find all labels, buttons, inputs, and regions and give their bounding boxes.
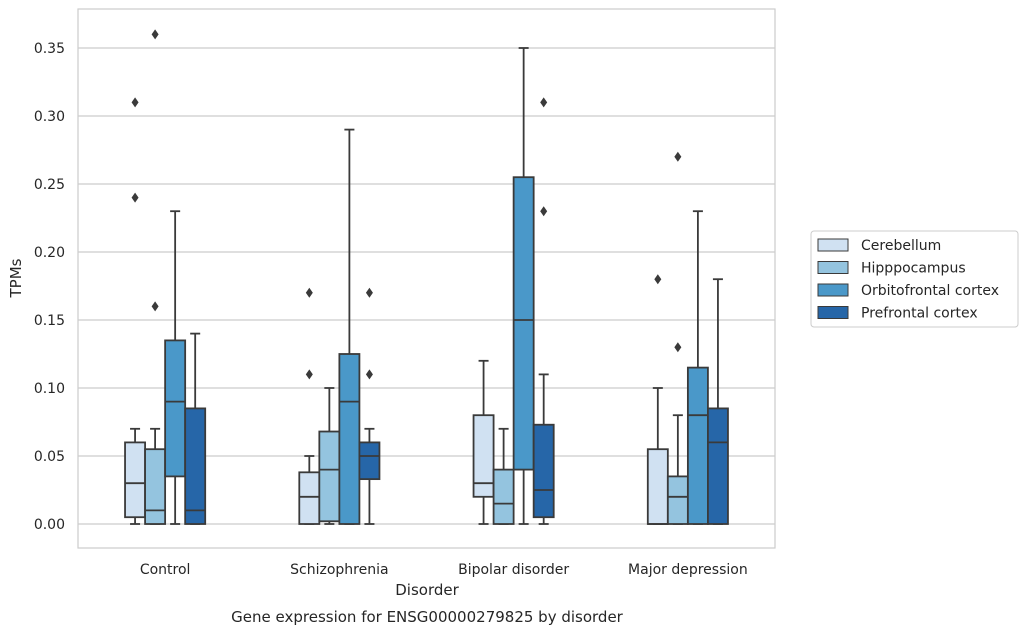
legend-items: Cerebellum Hipppocampus Orbitofrontal cort… <box>817 238 999 322</box>
x-axis-title: Disorder <box>395 581 459 599</box>
legend-frame <box>810 230 1019 328</box>
y-tick-label: 0.30 <box>34 109 65 125</box>
box-hipppocampus <box>666 151 689 525</box>
legend-swatch <box>817 261 849 274</box>
boxes <box>124 29 729 525</box>
box-iqr <box>646 448 669 525</box>
box-hipppocampus <box>318 387 341 525</box>
box-iqr <box>358 441 381 481</box>
legend-swatch <box>817 238 849 252</box>
box-iqr <box>124 441 146 519</box>
outlier-point <box>674 151 682 162</box>
outlier-point <box>654 274 662 285</box>
box-cerebellum <box>298 287 321 525</box>
y-tick-label: 0.05 <box>34 449 65 465</box>
outlier-point <box>131 97 139 108</box>
box-hipppocampus <box>144 29 167 525</box>
box-iqr <box>184 407 207 525</box>
box-iqr <box>164 339 187 478</box>
y-tick-label: 0.10 <box>34 381 65 397</box>
box-prefrontal-cortex <box>184 332 207 525</box>
chart-title: Gene expression for ENSG00000279825 by d… <box>231 608 624 626</box>
x-tick-label: Control <box>140 562 191 578</box>
box-hipppocampus <box>492 427 515 525</box>
y-tick-label: 0.20 <box>34 245 65 261</box>
y-axis-ticks: 0.00 0.05 0.10 0.15 0.20 0.25 0.30 0.35 <box>34 41 65 533</box>
y-axis-title: TPMs <box>7 258 25 298</box>
legend-swatch <box>817 283 849 297</box>
outlier-point <box>151 29 159 40</box>
box-iqr <box>472 414 495 498</box>
box-cerebellum <box>124 97 146 525</box>
outlier-point <box>305 287 313 298</box>
x-tick-label: Schizophrenia <box>290 562 388 578</box>
y-tick-label: 0.00 <box>34 517 65 533</box>
outlier-point <box>131 192 139 203</box>
box-iqr <box>512 176 535 471</box>
legend-label: Prefrontal cortex <box>861 306 978 322</box>
box-cerebellum <box>646 274 669 525</box>
box-iqr <box>298 471 321 525</box>
legend: Cerebellum Hipppocampus Orbitofrontal cort… <box>810 230 1019 328</box>
plot-frame <box>77 8 776 549</box>
legend-label: Hipppocampus <box>861 261 966 277</box>
box-prefrontal-cortex <box>707 278 729 525</box>
outlier-point <box>540 206 548 217</box>
legend-label: Cerebellum <box>861 238 941 254</box>
outlier-point <box>305 369 313 380</box>
box-iqr <box>318 430 341 523</box>
legend-label: Orbitofrontal cortex <box>861 283 999 299</box>
outlier-point <box>674 342 682 353</box>
outlier-point <box>365 369 373 380</box>
box-iqr <box>686 366 709 525</box>
box-orbitofrontal-cortex <box>338 128 361 525</box>
box-iqr <box>532 423 555 519</box>
outlier-point <box>151 301 159 312</box>
legend-swatch <box>817 306 849 319</box>
x-axis-ticks: Control Schizophrenia Bipolar disorder Majo… <box>140 562 748 578</box>
box-iqr <box>492 468 515 525</box>
box-iqr <box>338 353 361 525</box>
y-tick-label: 0.35 <box>34 41 65 57</box>
box-orbitofrontal-cortex <box>164 210 187 525</box>
box-orbitofrontal-cortex <box>512 47 535 525</box>
box-orbitofrontal-cortex <box>686 210 709 525</box>
box-iqr <box>666 475 689 525</box>
box-cerebellum <box>472 359 495 525</box>
box-prefrontal-cortex <box>532 97 555 525</box>
x-tick-label: Bipolar disorder <box>458 562 569 578</box>
box-iqr <box>707 407 729 525</box>
y-tick-label: 0.15 <box>34 313 65 329</box>
box-iqr <box>144 448 167 525</box>
x-tick-label: Major depression <box>628 562 748 578</box>
box-prefrontal-cortex <box>358 287 381 525</box>
outlier-point <box>540 97 548 108</box>
outlier-point <box>365 287 373 298</box>
y-tick-label: 0.25 <box>34 177 65 193</box>
